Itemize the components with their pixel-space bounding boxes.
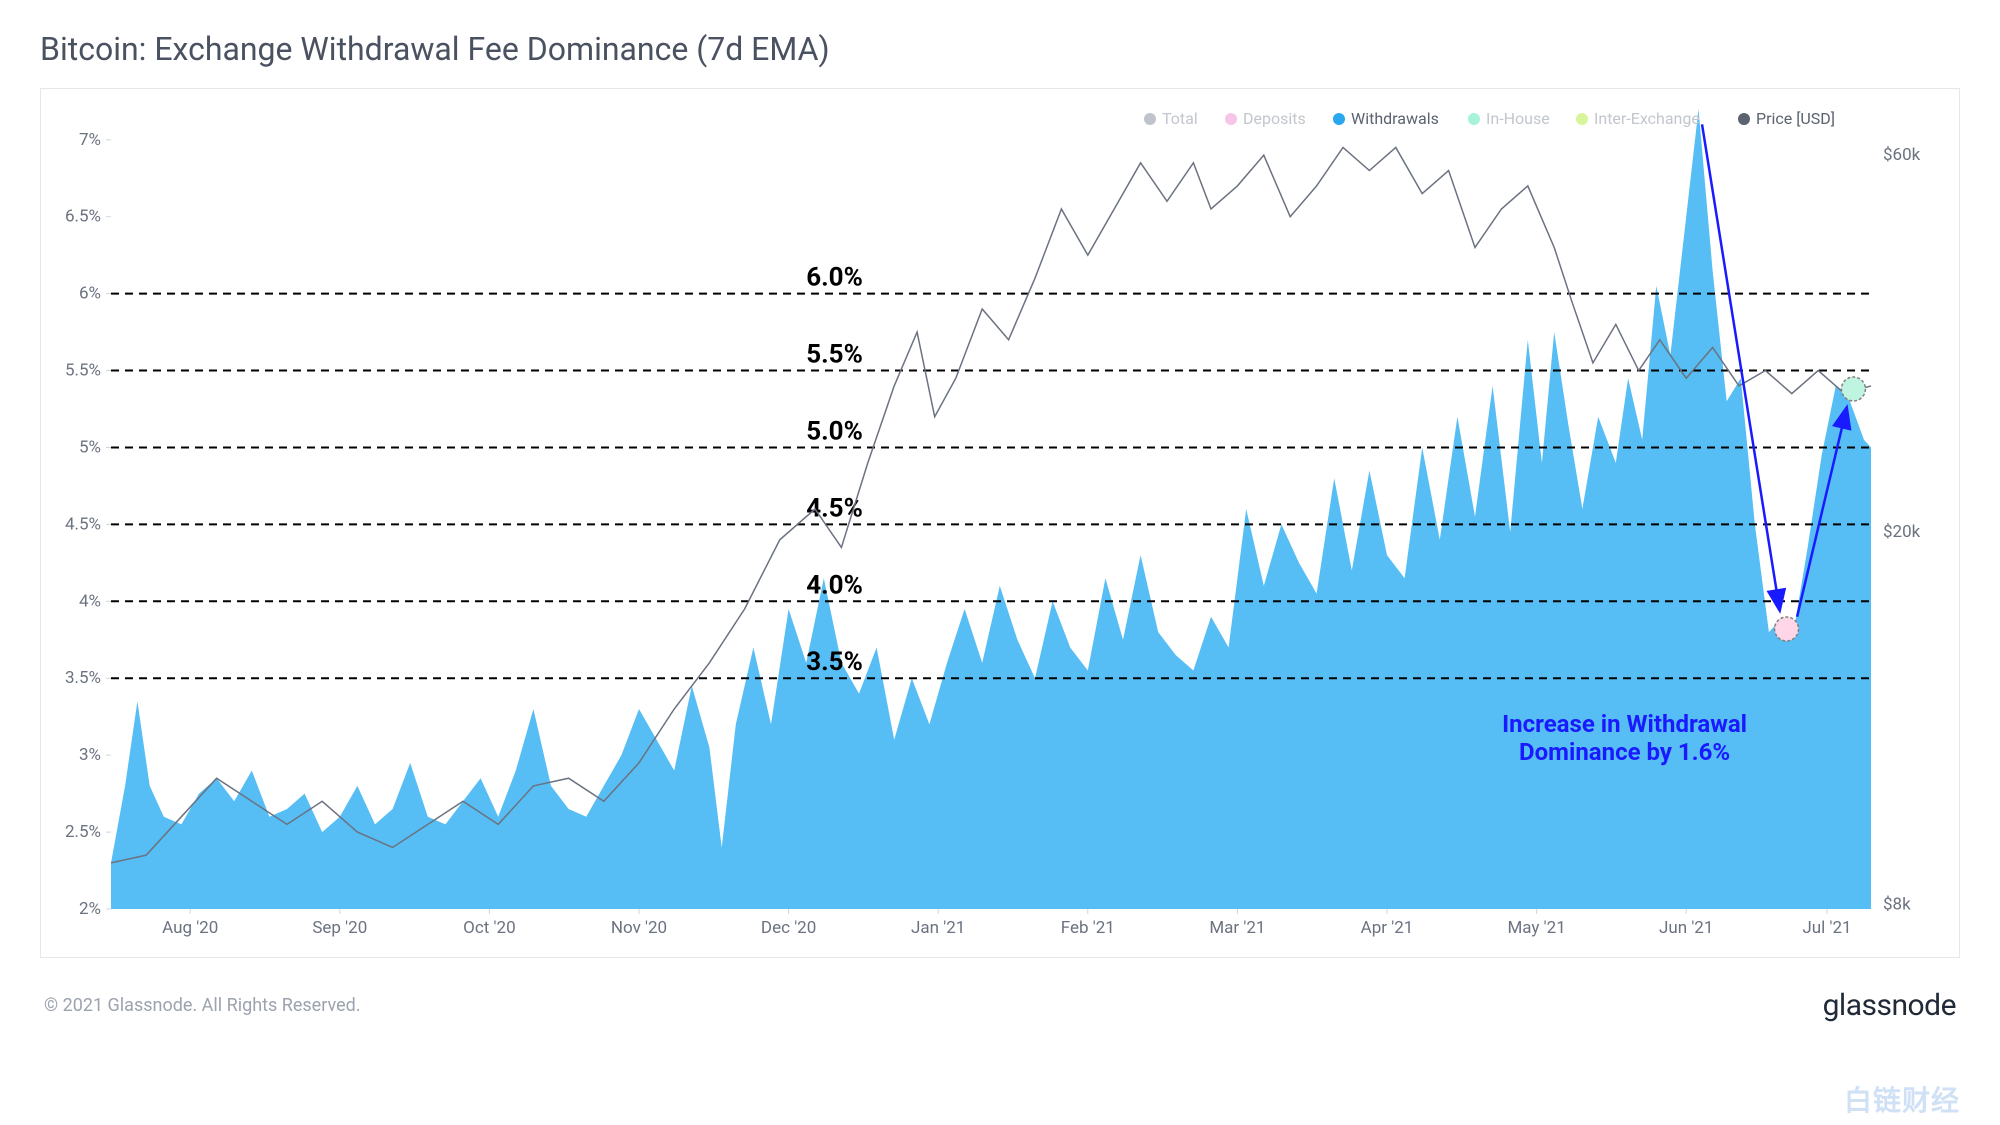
x-axis-label: Sep '20 (312, 918, 367, 938)
svg-text:6%: 6% (79, 284, 101, 304)
reference-label: 3.5% (806, 647, 863, 677)
x-axis-label: Dec '20 (761, 918, 816, 938)
svg-text:4%: 4% (79, 591, 101, 611)
chart-svg: 2% 2.5% 3% 3.5% 4% 4.5% 5% 5.5% 6% 6.5% 7% 3.5% 4.0%… (41, 89, 1961, 959)
svg-text:6.5%: 6.5% (65, 207, 101, 227)
chart-title: Bitcoin: Exchange Withdrawal Fee Dominan… (40, 30, 1960, 68)
legend-label: Deposits (1243, 109, 1306, 128)
legend-dot (1333, 113, 1345, 125)
annotation-text: Increase in Withdrawal (1502, 710, 1747, 738)
x-axis-label: Aug '20 (162, 918, 218, 938)
x-axis-label: Jul '21 (1802, 918, 1851, 938)
reference-label: 6.0% (806, 263, 863, 293)
y-right-label: $8k (1883, 894, 1911, 914)
svg-text:2%: 2% (79, 899, 101, 919)
x-axis-label: Mar '21 (1209, 918, 1265, 938)
legend-dot (1225, 113, 1237, 125)
svg-text:7%: 7% (79, 130, 101, 150)
copyright-text: © 2021 Glassnode. All Rights Reserved. (44, 995, 361, 1016)
svg-text:5%: 5% (79, 437, 101, 457)
x-axis-label: May '21 (1507, 918, 1565, 938)
bottom-watermark: 白链财经 (1844, 1079, 1960, 1119)
y-right-label: $20k (1883, 522, 1921, 542)
y-right-label: $60k (1883, 145, 1921, 165)
legend-label: Total (1162, 109, 1198, 128)
footer: © 2021 Glassnode. All Rights Reserved. g… (40, 988, 1960, 1023)
reference-label: 5.5% (806, 340, 863, 370)
x-axis-label: Jun '21 (1659, 918, 1713, 938)
x-axis-label: Oct '20 (463, 918, 515, 938)
legend-dot (1738, 113, 1750, 125)
legend-dot (1468, 113, 1480, 125)
x-axis-label: Jan '21 (911, 918, 965, 938)
svg-text:5.5%: 5.5% (65, 361, 101, 381)
x-axis-label: Nov '20 (611, 918, 667, 938)
brand-logo: glassnode (1823, 988, 1956, 1023)
svg-text:3%: 3% (79, 745, 101, 765)
legend-label: Price [USD] (1756, 109, 1835, 128)
chart-container: 2% 2.5% 3% 3.5% 4% 4.5% 5% 5.5% 6% 6.5% 7% 3.5% 4.0%… (40, 88, 1960, 958)
reference-label: 5.0% (806, 416, 863, 446)
legend-dot (1144, 113, 1156, 125)
trough-marker (1775, 617, 1799, 641)
legend-label: In-House (1486, 109, 1550, 128)
x-axis-label: Feb '21 (1061, 918, 1115, 938)
svg-text:4.5%: 4.5% (65, 514, 101, 534)
reference-label: 4.0% (806, 570, 863, 600)
legend-label: Withdrawals (1351, 109, 1439, 128)
svg-text:2.5%: 2.5% (65, 822, 101, 842)
end-marker (1841, 377, 1865, 401)
legend-label: Inter-Exchange (1594, 109, 1700, 128)
annotation-text: Dominance by 1.6% (1519, 738, 1730, 766)
svg-text:3.5%: 3.5% (65, 668, 101, 688)
x-axis-label: Apr '21 (1361, 918, 1414, 938)
legend-dot (1576, 113, 1588, 125)
withdrawals-area (111, 109, 1871, 909)
